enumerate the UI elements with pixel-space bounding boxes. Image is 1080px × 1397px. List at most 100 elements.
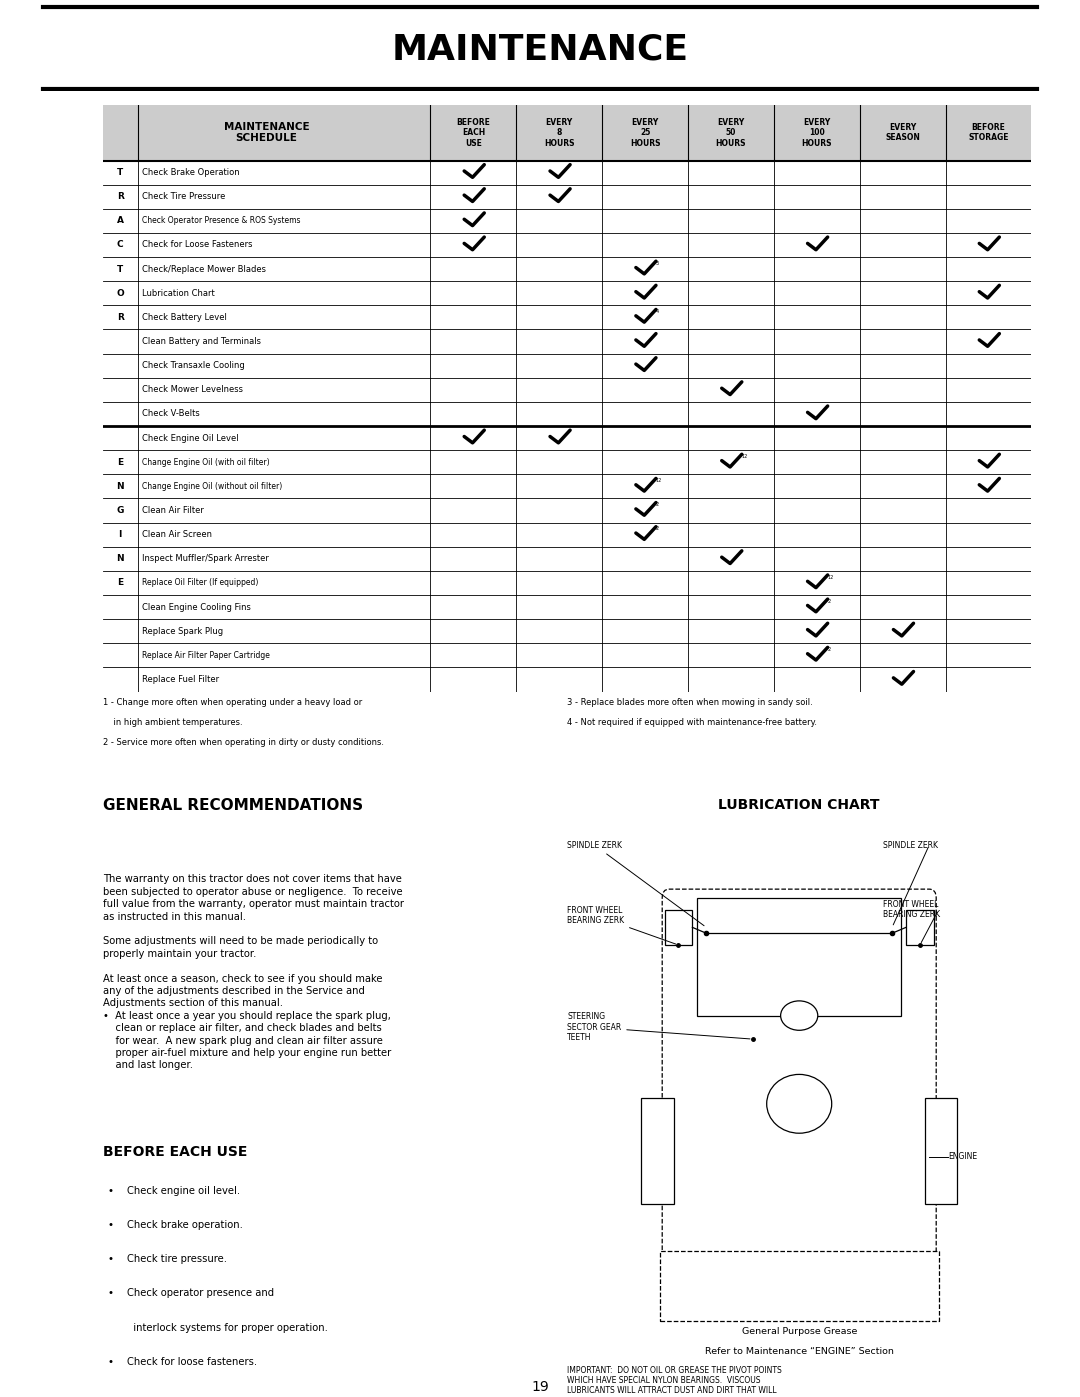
Text: Replace Fuel Filter: Replace Fuel Filter [141,675,219,685]
Text: •: • [107,1288,113,1298]
Bar [103,668,1031,692]
Text: Replace Oil Filter (If equipped): Replace Oil Filter (If equipped) [141,578,258,587]
Text: Change Engine Oil (with oil filter): Change Engine Oil (with oil filter) [141,458,269,467]
Text: 2: 2 [656,527,659,531]
Text: LUBRICATION CHART: LUBRICATION CHART [718,798,880,812]
Text: 12: 12 [827,574,834,580]
Text: N: N [117,555,124,563]
Bar [664,909,692,944]
Text: Check brake operation.: Check brake operation. [127,1220,243,1231]
Text: E: E [118,458,123,467]
Bar [906,909,934,944]
Text: G: G [117,506,124,515]
Text: Clean Battery and Terminals: Clean Battery and Terminals [141,337,260,346]
Bar [103,161,1031,184]
Text: Clean Engine Cooling Fins: Clean Engine Cooling Fins [141,602,251,612]
Text: N: N [117,482,124,490]
Text: 4: 4 [656,309,659,314]
Text: IMPORTANT:  DO NOT OIL OR GREASE THE PIVOT POINTS
WHICH HAVE SPECIAL NYLON BEARI: IMPORTANT: DO NOT OIL OR GREASE THE PIVO… [567,1365,789,1397]
Text: BEFORE
STORAGE: BEFORE STORAGE [969,123,1009,142]
Bar [103,475,1031,499]
Text: interlock systems for proper operation.: interlock systems for proper operation. [127,1323,328,1333]
Text: Refer to Maintenance “ENGINE” Section: Refer to Maintenance “ENGINE” Section [705,1347,893,1356]
Text: Check Brake Operation: Check Brake Operation [141,168,240,177]
Text: •: • [107,1356,113,1366]
Text: 3: 3 [656,261,659,265]
Text: 2 - Service more often when operating in dirty or dusty conditions.: 2 - Service more often when operating in… [103,738,383,747]
Text: 2: 2 [827,599,831,604]
Text: ENGINE: ENGINE [948,1153,977,1161]
Text: T: T [117,168,123,177]
FancyBboxPatch shape [660,1250,939,1322]
Text: Check for loose fasteners.: Check for loose fasteners. [127,1356,257,1366]
Text: EVERY
50
HOURS: EVERY 50 HOURS [716,117,746,148]
Text: O: O [117,289,124,298]
Text: I: I [119,529,122,539]
Text: 4 - Not required if equipped with maintenance-free battery.: 4 - Not required if equipped with mainte… [567,718,816,726]
Text: SPINDLE ZERK: SPINDLE ZERK [882,841,937,849]
Text: Replace Spark Plug: Replace Spark Plug [141,627,222,636]
Bar [103,353,1031,377]
Text: Check Transaxle Cooling: Check Transaxle Cooling [141,362,244,370]
Text: 2: 2 [656,503,659,507]
Text: STEERING
SECTOR GEAR
TEETH: STEERING SECTOR GEAR TEETH [567,1013,750,1042]
Text: GENERAL RECOMMENDATIONS: GENERAL RECOMMENDATIONS [103,798,363,813]
Text: The warranty on this tractor does not cover items that have
been subjected to op: The warranty on this tractor does not co… [103,875,404,1070]
Text: 12: 12 [742,454,748,460]
Text: MAINTENANCE: MAINTENANCE [391,34,689,67]
Bar [103,105,1031,161]
Bar [103,643,1031,668]
Text: Check operator presence and: Check operator presence and [127,1288,274,1298]
Text: Check Mower Levelness: Check Mower Levelness [141,386,243,394]
Text: R: R [117,313,124,321]
Text: Change Engine Oil (without oil filter): Change Engine Oil (without oil filter) [141,482,282,490]
Bar [103,619,1031,643]
FancyBboxPatch shape [662,888,936,1260]
Bar [103,184,1031,208]
Text: 19: 19 [531,1379,549,1394]
Bar [103,208,1031,233]
Bar [103,306,1031,330]
Ellipse shape [781,1000,818,1031]
Text: 12: 12 [656,478,662,483]
Ellipse shape [767,1074,832,1133]
Text: Check V-Belts: Check V-Belts [141,409,200,419]
Text: BEFORE EACH USE: BEFORE EACH USE [103,1146,247,1160]
Text: •: • [107,1220,113,1231]
Bar [642,1098,674,1204]
Text: Check Battery Level: Check Battery Level [141,313,227,321]
Bar [103,450,1031,475]
Text: EVERY
25
HOURS: EVERY 25 HOURS [630,117,660,148]
Bar [103,377,1031,402]
Bar [103,426,1031,450]
Bar [103,499,1031,522]
Text: EVERY
100
HOURS: EVERY 100 HOURS [801,117,832,148]
Text: 2: 2 [827,647,831,652]
Bar [103,595,1031,619]
Text: Check Tire Pressure: Check Tire Pressure [141,193,225,201]
Bar [103,233,1031,257]
Text: E: E [118,578,123,587]
Text: SPINDLE ZERK: SPINDLE ZERK [567,841,704,926]
Text: 1 - Change more often when operating under a heavy load or: 1 - Change more often when operating und… [103,697,362,707]
Bar [103,257,1031,281]
Text: EVERY
8
HOURS: EVERY 8 HOURS [544,117,575,148]
Text: Check tire pressure.: Check tire pressure. [127,1255,227,1264]
Text: BEFORE
EACH
USE: BEFORE EACH USE [457,117,490,148]
Text: C: C [117,240,123,250]
Text: MAINTENANCE
SCHEDULE: MAINTENANCE SCHEDULE [224,122,309,144]
Text: 3 - Replace blades more often when mowing in sandy soil.: 3 - Replace blades more often when mowin… [567,697,813,707]
Text: Clean Air Filter: Clean Air Filter [141,506,203,515]
Bar [103,330,1031,353]
Bar [103,281,1031,306]
Text: in high ambient temperatures.: in high ambient temperatures. [103,718,242,726]
Bar [924,1098,957,1204]
Text: Check Engine Oil Level: Check Engine Oil Level [141,433,239,443]
Text: FRONT WHEEL
BEARING ZERK: FRONT WHEEL BEARING ZERK [567,905,676,944]
Text: Clean Air Screen: Clean Air Screen [141,529,212,539]
Text: Check for Loose Fasteners: Check for Loose Fasteners [141,240,252,250]
Text: Inspect Muffler/Spark Arrester: Inspect Muffler/Spark Arrester [141,555,269,563]
Text: Replace Air Filter Paper Cartridge: Replace Air Filter Paper Cartridge [141,651,270,659]
Text: General Purpose Grease: General Purpose Grease [742,1327,856,1337]
Bar [103,402,1031,426]
